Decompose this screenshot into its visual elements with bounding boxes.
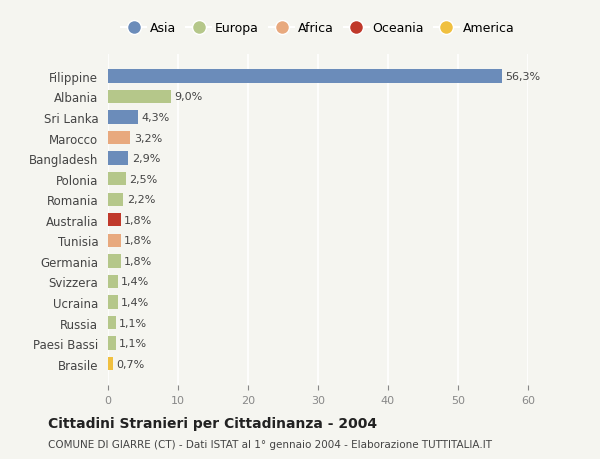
Bar	[108, 234, 121, 247]
Bar	[108, 132, 130, 145]
Text: Cittadini Stranieri per Cittadinanza - 2004: Cittadini Stranieri per Cittadinanza - 2…	[48, 416, 377, 430]
Text: 1,4%: 1,4%	[121, 277, 149, 287]
Text: COMUNE DI GIARRE (CT) - Dati ISTAT al 1° gennaio 2004 - Elaborazione TUTTITALIA.: COMUNE DI GIARRE (CT) - Dati ISTAT al 1°…	[48, 440, 492, 449]
Text: 56,3%: 56,3%	[506, 72, 541, 82]
Bar	[108, 90, 171, 104]
Text: 1,8%: 1,8%	[124, 256, 152, 266]
Text: 1,8%: 1,8%	[124, 236, 152, 246]
Bar	[108, 357, 113, 370]
Bar	[108, 152, 128, 165]
Bar	[108, 173, 125, 186]
Bar	[108, 275, 118, 289]
Text: 2,9%: 2,9%	[132, 154, 160, 164]
Text: 2,2%: 2,2%	[127, 195, 155, 205]
Bar	[108, 337, 116, 350]
Text: 2,5%: 2,5%	[129, 174, 157, 185]
Bar	[108, 316, 116, 330]
Text: 0,7%: 0,7%	[116, 359, 145, 369]
Text: 1,8%: 1,8%	[124, 215, 152, 225]
Text: 9,0%: 9,0%	[175, 92, 203, 102]
Legend: Asia, Europa, Africa, Oceania, America: Asia, Europa, Africa, Oceania, America	[118, 18, 518, 39]
Text: 4,3%: 4,3%	[142, 113, 170, 123]
Text: 3,2%: 3,2%	[134, 133, 162, 143]
Bar	[108, 193, 124, 207]
Bar	[108, 213, 121, 227]
Text: 1,1%: 1,1%	[119, 318, 148, 328]
Bar	[108, 111, 138, 124]
Bar	[108, 255, 121, 268]
Bar	[108, 296, 118, 309]
Bar	[108, 70, 502, 84]
Text: 1,4%: 1,4%	[121, 297, 149, 308]
Text: 1,1%: 1,1%	[119, 338, 148, 348]
